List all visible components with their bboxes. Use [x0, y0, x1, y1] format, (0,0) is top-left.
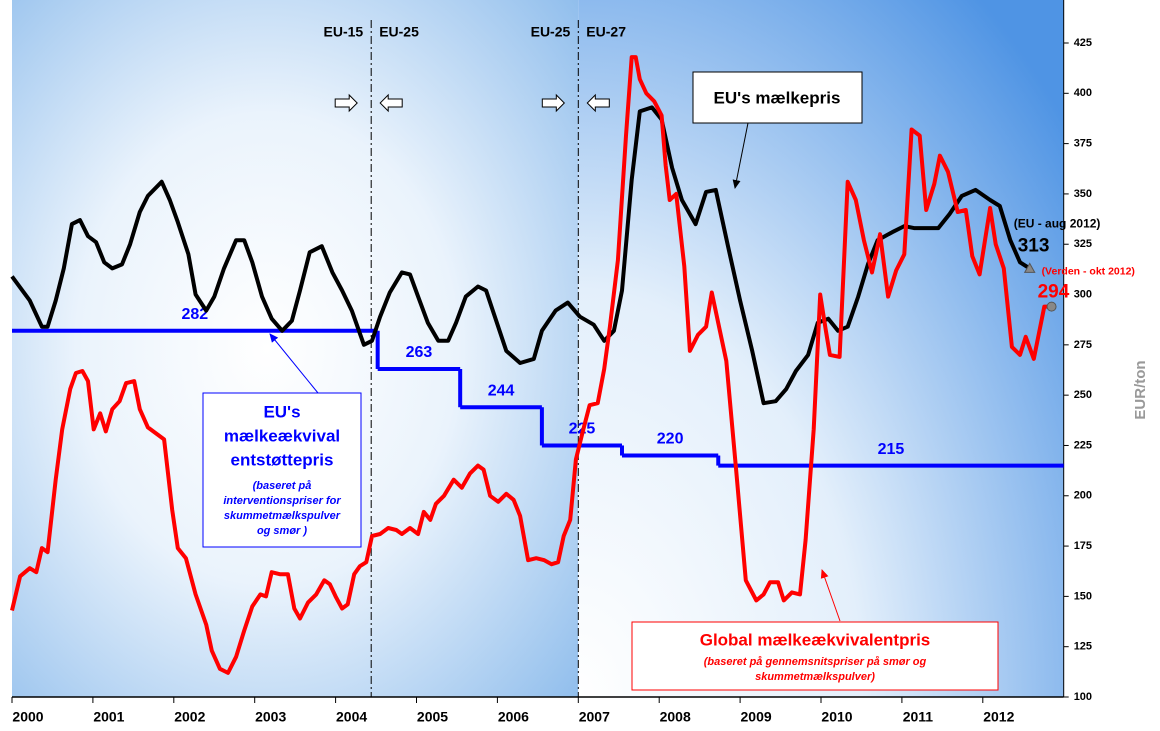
y-tick-label: 400 — [1074, 87, 1092, 99]
series-line — [10, 55, 1052, 675]
event-arrow — [334, 93, 358, 113]
event-arrow — [379, 93, 403, 113]
y-tick-label: 150 — [1074, 590, 1092, 602]
y-tick-label: 100 — [1074, 691, 1092, 703]
x-tick-label: 2005 — [417, 709, 448, 725]
background-left — [12, 0, 579, 697]
step-label: 263 — [406, 344, 433, 361]
support-note: interventionspriser for — [223, 495, 341, 507]
step-label: 282 — [181, 306, 208, 323]
axes: 100 125 150 175 200 225 250 275 300 325 350 375 400 4… — [11, 0, 1149, 725]
annotations: (EU - aug 2012) 313 (Verden - okt 2012) 294… — [202, 71, 1135, 691]
annotation-arrow — [820, 569, 841, 622]
y-tick-label: 425 — [1074, 37, 1092, 49]
annotation-box — [692, 71, 863, 124]
end-value: 294 — [1038, 282, 1070, 303]
event-label: EU-27 — [586, 24, 626, 40]
end-caption: (EU - aug 2012) — [1014, 217, 1101, 231]
support-title: EU's — [263, 402, 300, 421]
support-note: (baseret på — [253, 480, 312, 492]
annotation-arrow — [269, 333, 319, 394]
x-tick-label: 2001 — [93, 709, 124, 725]
y-axis-label: EUR/ton — [1132, 360, 1149, 419]
step-label: 244 — [488, 382, 515, 399]
end-marker — [1046, 301, 1057, 312]
end-caption: (Verden - okt 2012) — [1042, 265, 1135, 277]
y-tick-label: 300 — [1074, 288, 1092, 300]
x-tick-label: 2004 — [336, 709, 367, 725]
x-tick-label: 2011 — [903, 709, 934, 725]
end-marker — [1023, 262, 1036, 273]
support-title: entstøttepris — [231, 450, 334, 469]
x-tick-label: 2010 — [821, 709, 852, 725]
x-tick-label: 2008 — [660, 709, 691, 725]
y-tick-label: 175 — [1074, 540, 1092, 552]
annotation-arrow — [732, 122, 749, 189]
y-tick-label: 225 — [1074, 439, 1092, 451]
y-tick-label: 250 — [1074, 389, 1092, 401]
x-tick-label: 2000 — [12, 709, 43, 725]
x-tick-label: 2006 — [498, 709, 529, 725]
series-name: Global mælkeækvivalentpris — [700, 630, 931, 649]
y-tick-label: 125 — [1074, 641, 1092, 653]
y-tick-label: 200 — [1074, 490, 1092, 502]
y-tick-label: 350 — [1074, 188, 1092, 200]
support-note: og smør ) — [257, 525, 307, 537]
event-arrow — [586, 93, 610, 113]
x-tick-label: 2009 — [741, 709, 772, 725]
support-title: mælkeækvival — [224, 426, 340, 445]
series-note: (baseret på gennemsnitspriser på smør og — [704, 656, 927, 668]
event-arrow — [541, 93, 566, 113]
annotation-box — [631, 621, 999, 691]
series-note: skummetmælkspulver) — [755, 671, 875, 683]
y-tick-label: 375 — [1074, 138, 1092, 150]
event-label: EU-25 — [531, 24, 571, 40]
x-tick-label: 2002 — [174, 709, 205, 725]
series-name: EU's mælkepris — [714, 88, 841, 107]
y-tick-label: 325 — [1074, 238, 1092, 250]
x-tick-label: 2012 — [983, 709, 1014, 725]
annotation-box — [202, 392, 362, 548]
event-label: EU-25 — [379, 24, 419, 40]
x-tick-label: 2007 — [579, 709, 610, 725]
step-label: 215 — [878, 441, 905, 458]
y-tick-label: 275 — [1074, 339, 1092, 351]
x-tick-label: 2003 — [255, 709, 286, 725]
end-value: 313 — [1018, 235, 1050, 256]
event-label: EU-15 — [324, 24, 364, 40]
support-note: skummetmælkspulver — [224, 510, 341, 522]
step-label: 220 — [657, 431, 684, 448]
